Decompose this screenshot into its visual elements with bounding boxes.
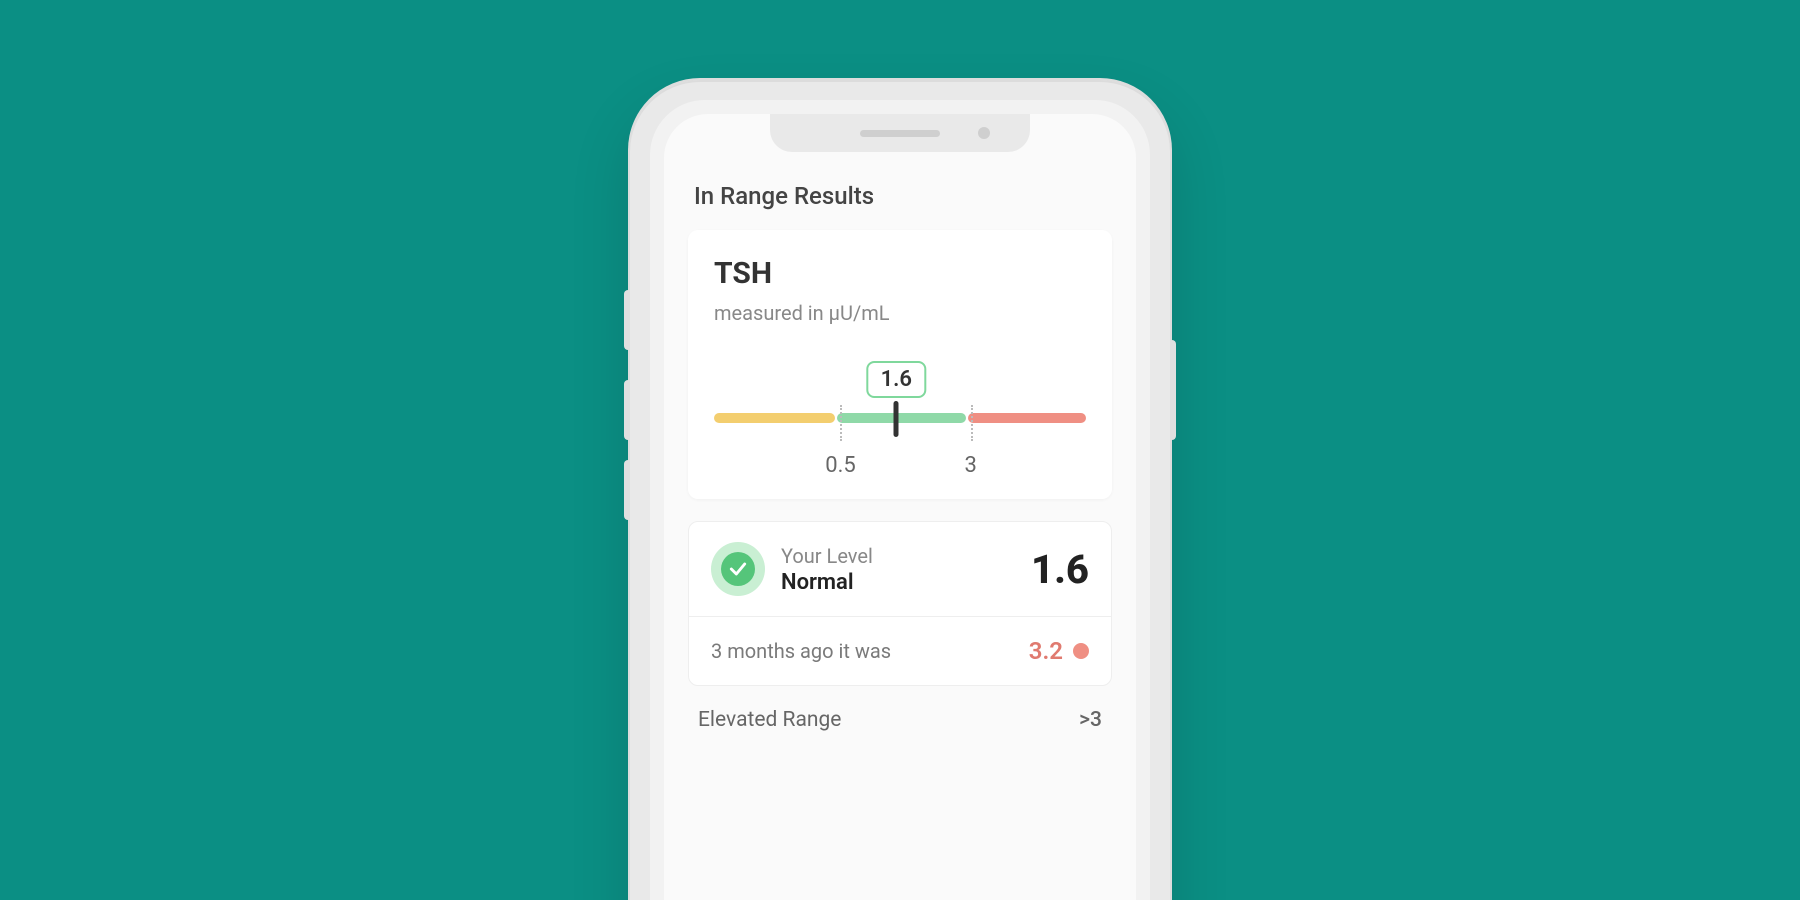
level-card[interactable]: Your Level Normal 1.6 3 months ago it wa…: [688, 521, 1112, 686]
gauge-segment: [968, 413, 1086, 423]
stage: In Range Results TSH measured in µU/mL 1…: [0, 0, 1800, 900]
speaker-grille: [860, 130, 940, 137]
check-icon: [728, 559, 748, 579]
level-value: 1.6: [1031, 546, 1089, 593]
status-check-icon: [711, 542, 765, 596]
elevated-range-label: Elevated Range: [698, 708, 841, 732]
gauge-track: [714, 413, 1086, 423]
phone-screen: In Range Results TSH measured in µU/mL 1…: [664, 114, 1136, 900]
gauge-tick-label: 0.5: [825, 453, 856, 478]
biomarker-unit: measured in µU/mL: [714, 301, 1086, 325]
phone-frame: In Range Results TSH measured in µU/mL 1…: [630, 80, 1170, 900]
previous-level-row: 3 months ago it was 3.2: [689, 617, 1111, 685]
front-camera: [978, 127, 990, 139]
elevated-range-threshold: >3: [1079, 708, 1102, 732]
biomarker-name: TSH: [714, 256, 1086, 291]
previous-label: 3 months ago it was: [711, 639, 891, 663]
gauge-tick-label: 3: [964, 453, 976, 478]
gauge-segment: [837, 413, 966, 423]
current-level-row: Your Level Normal 1.6: [689, 522, 1111, 617]
phone-notch: [770, 114, 1030, 152]
phone-bezel: In Range Results TSH measured in µU/mL 1…: [650, 100, 1150, 900]
screen-content: In Range Results TSH measured in µU/mL 1…: [664, 114, 1136, 732]
level-label: Your Level: [781, 544, 873, 568]
status-dot-icon: [1073, 643, 1089, 659]
level-status: Normal: [781, 570, 873, 595]
range-gauge: 1.6 0.5 3: [714, 361, 1086, 481]
previous-value-wrap: 3.2: [1029, 637, 1089, 665]
current-value-badge: 1.6: [867, 361, 926, 398]
elevated-range-row[interactable]: Elevated Range >3: [688, 704, 1112, 732]
previous-value: 3.2: [1029, 637, 1063, 665]
section-title: In Range Results: [694, 182, 1112, 210]
gauge-divider: [840, 405, 842, 441]
gauge-divider: [971, 405, 973, 441]
gauge-marker: [894, 401, 899, 437]
biomarker-card[interactable]: TSH measured in µU/mL 1.6 0.5 3: [688, 230, 1112, 499]
gauge-segment: [714, 413, 835, 423]
level-text: Your Level Normal: [781, 544, 873, 595]
